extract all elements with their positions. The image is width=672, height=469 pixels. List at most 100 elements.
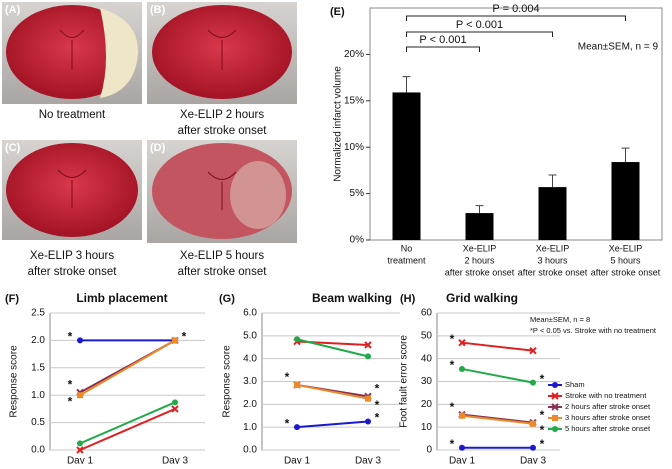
y-tick-label: 15% [344, 95, 364, 106]
significance-mark: * [540, 408, 545, 422]
point [365, 418, 371, 425]
point [552, 382, 558, 388]
y-tick-label: 10 [421, 422, 433, 433]
x-tick-label: after stroke onset [591, 267, 661, 277]
bracket [406, 31, 553, 37]
y-tick-label: 1.5 [31, 362, 45, 373]
series-line [296, 383, 369, 400]
point [172, 337, 178, 344]
error-bar [621, 147, 630, 163]
annotation: Mean±SEM, n = 9 [578, 42, 659, 53]
x-tick-label: 5 hours [610, 255, 641, 265]
significance-mark: * [68, 394, 73, 408]
significance-mark: * [182, 330, 187, 344]
legend-item: Sham [548, 380, 585, 389]
y-tick-label: 2.5 [31, 308, 45, 319]
p-value: P < 0.001 [419, 34, 466, 46]
point [172, 399, 178, 406]
y-axis-label: Foot fault error score [399, 335, 410, 428]
y-tick-label: 0% [350, 235, 365, 246]
point [552, 426, 558, 432]
y-tick-label: 0.5 [31, 417, 45, 428]
significance-mark: * [540, 423, 545, 437]
panel-label: (G) [219, 293, 235, 305]
bar [538, 187, 567, 240]
y-tick-label: 2.0 [31, 335, 45, 346]
y-tick-label: 4.0 [243, 353, 257, 364]
chart-title: Beam walking [312, 291, 392, 305]
legend-label: 3 hours after stroke onset [565, 413, 651, 422]
y-tick-label: 10% [344, 142, 364, 153]
series-line [296, 420, 369, 429]
point [294, 336, 300, 343]
x-tick-label: Xe-ELIP [536, 243, 570, 253]
significance-mark: * [285, 370, 290, 384]
series-line [79, 407, 176, 451]
legend-label: Sham [565, 380, 585, 389]
panel-label: (H) [400, 293, 416, 305]
point [529, 346, 537, 355]
error-bar [475, 205, 484, 214]
significance-mark: * [285, 416, 290, 430]
series-line [461, 413, 534, 424]
legend-item: 2 hours after stroke onset [548, 402, 651, 411]
x-tick-label: No [401, 243, 413, 253]
point [551, 392, 559, 400]
legend-label: Stroke with no treatment [565, 391, 647, 400]
y-tick-label: 6.0 [243, 308, 257, 319]
x-tick-label: Day 3 [520, 456, 547, 464]
error-bar [548, 174, 557, 188]
chart-title: Limb placement [76, 291, 167, 305]
x-tick-label: Day 1 [67, 456, 94, 464]
y-tick-label: 3.0 [243, 376, 257, 387]
point [171, 405, 179, 413]
y-tick-label: 0 [426, 445, 432, 456]
point [459, 365, 465, 372]
point [458, 338, 466, 347]
photo-caption: after stroke onset [178, 125, 268, 137]
legend-label: 2 hours after stroke onset [565, 402, 651, 411]
annotation: *P < 0.05 vs. Stroke with no treatment [530, 326, 657, 335]
significance-mark: * [375, 382, 380, 396]
point [530, 379, 536, 386]
y-tick-label: 2.0 [243, 399, 257, 410]
point [294, 381, 300, 388]
photo-caption: No treatment [39, 109, 106, 121]
photo-label: (B) [150, 4, 166, 16]
x-tick-label: 3 hours [537, 255, 568, 265]
photo-label: (C) [5, 142, 21, 154]
photo-caption: Xe-ELIP 5 hours [180, 250, 264, 262]
point [77, 337, 83, 344]
point [530, 420, 536, 427]
point [77, 392, 83, 399]
significance-mark: * [375, 398, 380, 412]
bracket [406, 15, 626, 21]
p-value: P < 0.001 [456, 19, 503, 31]
y-tick-label: 30 [421, 376, 433, 387]
point [77, 440, 83, 447]
series-line [461, 414, 534, 425]
x-tick-label: Day 3 [162, 456, 189, 464]
bar [611, 162, 640, 240]
significance-mark: * [375, 411, 380, 425]
y-tick-label: 5.0 [243, 330, 257, 341]
significance-mark: * [540, 372, 545, 386]
point [530, 444, 536, 451]
point [294, 424, 300, 431]
photo-caption: after stroke onset [178, 266, 268, 278]
significance-mark: * [450, 400, 455, 414]
photo-caption: Xe-ELIP 2 hours [180, 109, 264, 121]
panel-label: (F) [5, 293, 19, 305]
y-tick-label: 0.0 [243, 445, 257, 456]
photo-b [147, 2, 297, 104]
significance-mark: * [450, 332, 455, 346]
legend-item: Stroke with no treatment [548, 391, 647, 400]
point [365, 395, 371, 402]
p-value: P = 0.004 [492, 3, 539, 15]
photo-label: (A) [5, 4, 21, 16]
y-tick-label: 60 [421, 308, 433, 319]
x-tick-label: Xe-ELIP [463, 243, 497, 253]
significance-mark: * [450, 358, 455, 372]
annotation: Mean±SEM, n = 8 [530, 315, 590, 324]
